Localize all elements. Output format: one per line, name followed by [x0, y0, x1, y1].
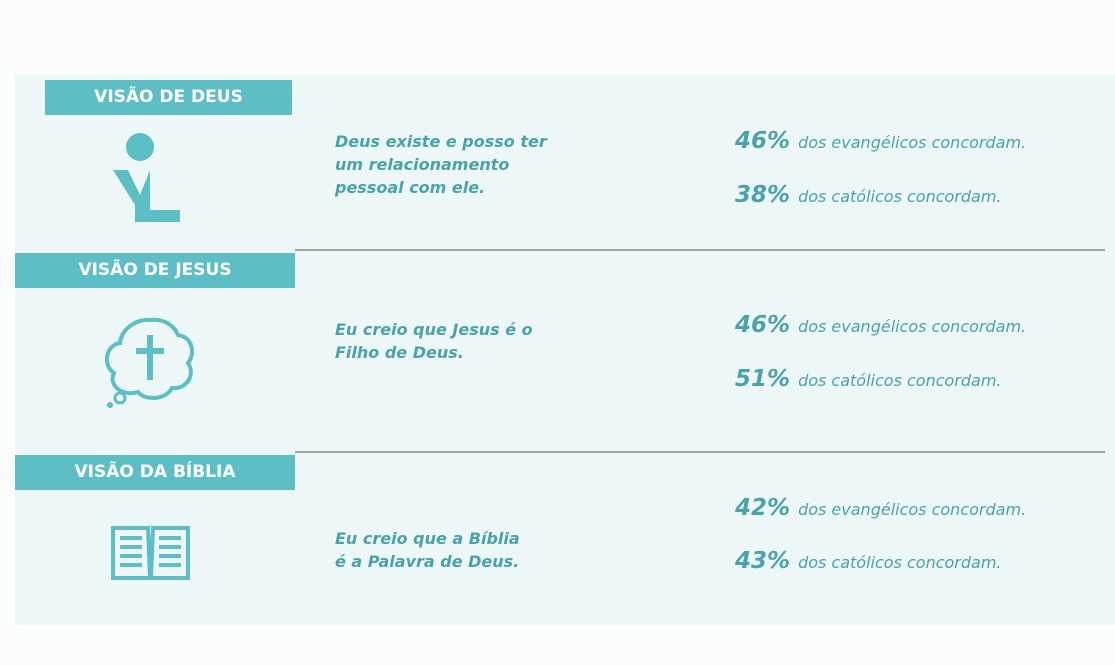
percent: 43%	[735, 548, 791, 574]
section-title: VISÃO DE JESUS	[15, 253, 295, 288]
statement: Eu creio que Jesus é o Filho de Deus.	[335, 318, 533, 364]
stat: 46% dos evangélicos concordam.	[735, 128, 1026, 154]
statement-line: pessoal com ele.	[335, 178, 486, 197]
stat-text: dos evangélicos concordam.	[798, 133, 1027, 152]
section-title: VISÃO DE DEUS	[45, 80, 292, 115]
bible-icon	[111, 526, 190, 580]
percent: 46%	[735, 128, 791, 154]
stat: 43% dos católicos concordam.	[735, 548, 1002, 574]
stat-text: dos católicos concordam.	[798, 371, 1002, 390]
statement-line: um relacionamento	[335, 155, 510, 174]
section-title: VISÃO DA BÍBLIA	[15, 455, 295, 490]
statement: Deus existe e posso ter um relacionamento…	[335, 130, 547, 199]
divider	[295, 451, 1105, 453]
stat: 38% dos católicos concordam.	[735, 182, 1002, 208]
stat-text: dos católicos concordam.	[798, 553, 1002, 572]
stat: 42% dos evangélicos concordam.	[735, 495, 1026, 521]
statement-line: Deus existe e posso ter	[335, 132, 547, 151]
stat: 46% dos evangélicos concordam.	[735, 312, 1026, 338]
stat-text: dos evangélicos concordam.	[798, 317, 1027, 336]
statement-line: Eu creio que Jesus é o	[335, 320, 533, 339]
stat-text: dos evangélicos concordam.	[798, 500, 1027, 519]
percent: 51%	[735, 366, 791, 392]
stat-text: dos católicos concordam.	[798, 187, 1002, 206]
statement-line: Eu creio que a Bíblia	[335, 529, 520, 548]
panel	[15, 75, 1115, 625]
percent: 42%	[735, 495, 791, 521]
statement: Eu creio que a Bíblia é a Palavra de Deus…	[335, 527, 520, 573]
percent: 38%	[735, 182, 791, 208]
divider	[295, 249, 1105, 251]
thought-cross-icon	[104, 317, 195, 408]
percent: 46%	[735, 312, 791, 338]
statement-line: Filho de Deus.	[335, 343, 464, 362]
stat: 51% dos católicos concordam.	[735, 366, 1002, 392]
statement-line: é a Palavra de Deus.	[335, 552, 520, 571]
praying-icon	[113, 133, 180, 222]
